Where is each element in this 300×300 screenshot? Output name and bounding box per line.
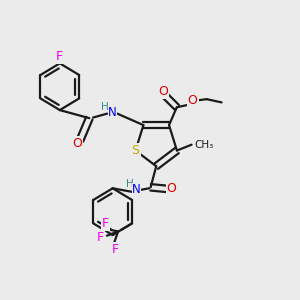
- Text: O: O: [167, 182, 176, 195]
- Text: N: N: [132, 183, 141, 196]
- Text: N: N: [108, 106, 116, 118]
- Text: O: O: [188, 94, 198, 106]
- Text: CH₃: CH₃: [195, 140, 214, 150]
- Text: O: O: [158, 85, 168, 98]
- Text: F: F: [97, 231, 104, 244]
- Text: F: F: [112, 243, 119, 256]
- Text: F: F: [102, 217, 109, 230]
- Text: H: H: [126, 179, 134, 189]
- Text: F: F: [56, 50, 63, 63]
- Text: H: H: [101, 102, 109, 112]
- Text: O: O: [73, 137, 82, 150]
- Text: S: S: [131, 144, 140, 157]
